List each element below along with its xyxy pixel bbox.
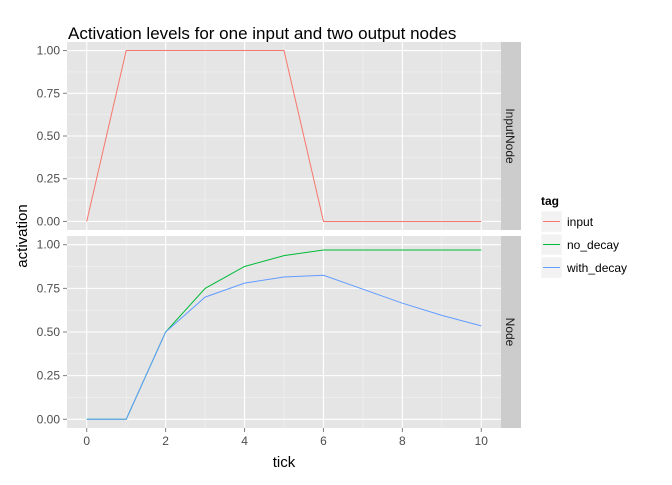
x-tick-label: 10 — [475, 434, 489, 448]
strip-background-top — [501, 42, 521, 230]
y-tick-label: 0.50 — [37, 325, 61, 339]
y-tick-label: 0.25 — [37, 172, 61, 186]
x-axis-title: tick — [273, 454, 296, 471]
series-line-input — [86, 50, 482, 222]
legend-label-no_decay: no_decay — [567, 238, 619, 252]
strip-background-bottom — [501, 236, 521, 428]
legend-label-with_decay: with_decay — [566, 261, 627, 275]
x-tick-label: 6 — [320, 434, 327, 448]
y-axis-ticks: 0.00 0.25 0.50 0.75 1.00 0.00 0.25 0.50 0.75 1.00 — [37, 44, 67, 426]
chart-title: Activation levels for one input and two … — [68, 24, 456, 43]
y-tick-label: 0.00 — [37, 214, 61, 228]
facet-label-top: InputNode — [503, 108, 517, 164]
y-tick-label: 0.00 — [37, 412, 61, 426]
series-line-with_decay — [86, 274, 482, 420]
facet-label-bottom: Node — [503, 318, 517, 347]
series-lines — [86, 50, 482, 420]
legend-label-input: input — [567, 215, 594, 229]
x-axis-ticks: 0 2 4 6 8 10 — [83, 428, 488, 448]
legend-title: tag — [541, 194, 559, 208]
x-tick-label: 2 — [162, 434, 169, 448]
x-tick-label: 8 — [399, 434, 406, 448]
y-tick-label: 1.00 — [37, 44, 61, 58]
x-tick-label: 4 — [241, 434, 248, 448]
y-tick-label: 0.75 — [37, 86, 61, 100]
y-tick-label: 1.00 — [37, 238, 61, 252]
x-tick-label: 0 — [83, 434, 90, 448]
y-tick-label: 0.75 — [37, 281, 61, 295]
y-tick-label: 0.50 — [37, 129, 61, 143]
y-axis-title: activation — [14, 204, 31, 267]
legend: tag input no_decay with_decay — [540, 194, 627, 279]
y-tick-label: 0.25 — [37, 369, 61, 383]
